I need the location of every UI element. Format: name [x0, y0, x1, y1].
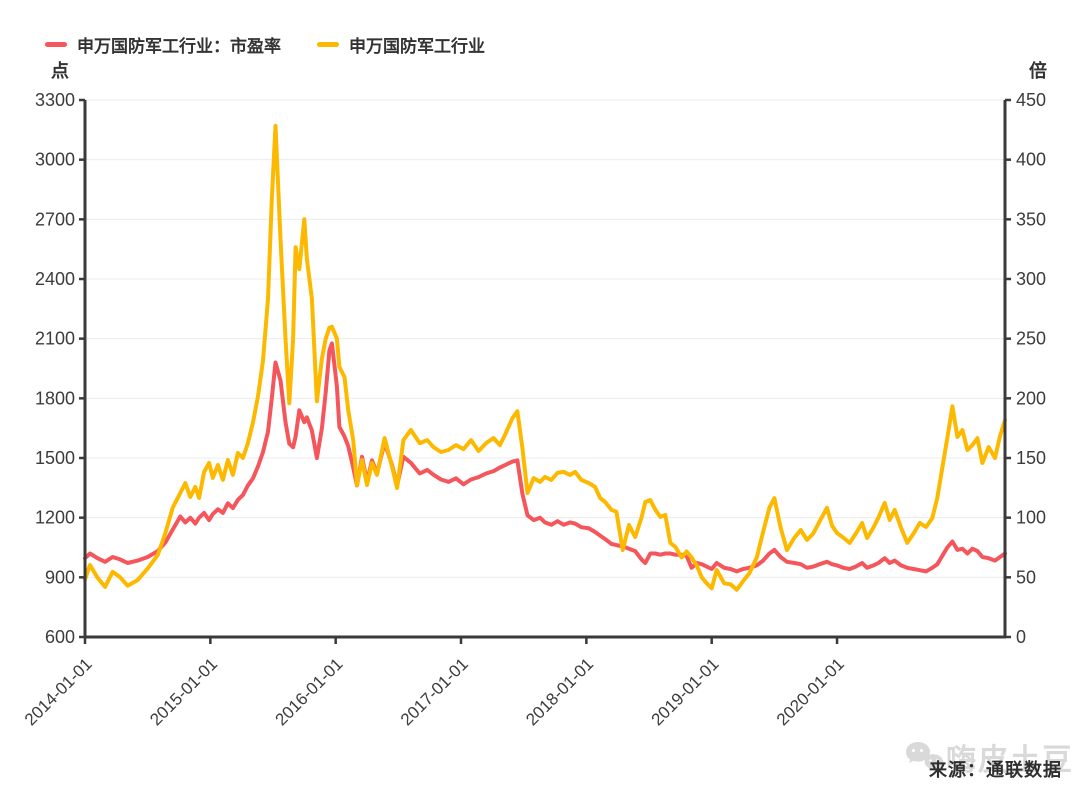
x-tick-label: 2017-01-01 — [397, 654, 472, 729]
x-tick-label: 2015-01-01 — [146, 654, 221, 729]
watermark-text: 嗨皮土豆 — [946, 744, 1074, 777]
right-tick-label: 400 — [1016, 150, 1046, 170]
right-axis: 450 400 350 300 250 200 150 100 50 0 — [1005, 90, 1046, 647]
x-tick-label: 2019-01-01 — [648, 654, 723, 729]
x-tick-label: 2018-01-01 — [522, 654, 597, 729]
wechat-bubbles-icon — [906, 742, 944, 771]
left-tick-label: 1800 — [35, 388, 75, 408]
x-tick-label: 2020-01-01 — [773, 654, 848, 729]
left-axis-unit: 点 — [51, 61, 69, 81]
index-line — [83, 123, 1007, 592]
right-tick-label: 450 — [1016, 90, 1046, 110]
legend-item-pe-ratio[interactable]: 申万国防军工行业：市盈率 — [45, 32, 281, 57]
right-tick-label: 50 — [1016, 567, 1036, 587]
right-tick-label: 150 — [1016, 448, 1046, 468]
legend-label-pe-ratio: 申万国防军工行业：市盈率 — [77, 37, 281, 56]
legend-item-index[interactable]: 申万国防军工行业 — [317, 32, 485, 57]
left-tick-label: 3300 — [35, 90, 75, 110]
gridlines — [85, 99, 1005, 578]
right-tick-label: 300 — [1016, 269, 1046, 289]
left-tick-label: 2400 — [35, 269, 75, 289]
left-tick-label: 2100 — [35, 329, 75, 349]
chart-legend: 申万国防军工行业：市盈率 申万国防军工行业 — [45, 32, 485, 57]
left-tick-label: 600 — [45, 627, 75, 647]
left-tick-label: 2700 — [35, 209, 75, 229]
pe-ratio-line — [83, 341, 1007, 574]
right-tick-label: 0 — [1016, 627, 1026, 647]
x-tick-label: 2016-01-01 — [272, 654, 347, 729]
left-tick-label: 3000 — [35, 150, 75, 170]
x-axis: 2014-01-01 2015-01-01 2016-01-01 2017-01-01… — [21, 637, 848, 729]
x-tick-label: 2014-01-01 — [21, 654, 96, 729]
right-axis-unit: 倍 — [1029, 61, 1047, 81]
legend-label-index: 申万国防军工行业 — [349, 37, 485, 56]
right-tick-label: 200 — [1016, 388, 1046, 408]
axes — [83, 100, 1007, 639]
left-tick-label: 1500 — [35, 448, 75, 468]
left-tick-label: 1200 — [35, 508, 75, 528]
right-tick-label: 350 — [1016, 209, 1046, 229]
watermark: 嗨皮土豆 — [904, 735, 1074, 779]
right-tick-label: 250 — [1016, 329, 1046, 349]
legend-dash-red-icon — [45, 42, 67, 47]
left-tick-label: 900 — [45, 567, 75, 587]
source-label: 来源：通联数据 — [929, 760, 1062, 780]
legend-dash-yellow-icon — [317, 42, 339, 47]
left-axis: 3300 3000 2700 2400 2100 1800 1500 1200 900 600 — [35, 90, 85, 647]
right-tick-label: 100 — [1016, 508, 1046, 528]
